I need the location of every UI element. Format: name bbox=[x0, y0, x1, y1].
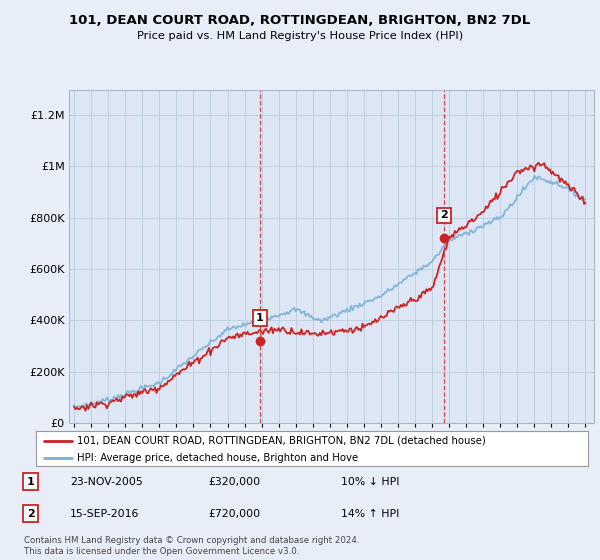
Text: 2: 2 bbox=[27, 509, 35, 519]
Text: HPI: Average price, detached house, Brighton and Hove: HPI: Average price, detached house, Brig… bbox=[77, 453, 359, 463]
Text: Price paid vs. HM Land Registry's House Price Index (HPI): Price paid vs. HM Land Registry's House … bbox=[137, 31, 463, 41]
Text: 2: 2 bbox=[440, 211, 448, 220]
Text: 14% ↑ HPI: 14% ↑ HPI bbox=[341, 509, 399, 519]
Text: 101, DEAN COURT ROAD, ROTTINGDEAN, BRIGHTON, BN2 7DL (detached house): 101, DEAN COURT ROAD, ROTTINGDEAN, BRIGH… bbox=[77, 436, 486, 446]
Text: £720,000: £720,000 bbox=[208, 509, 260, 519]
Text: Contains HM Land Registry data © Crown copyright and database right 2024.
This d: Contains HM Land Registry data © Crown c… bbox=[24, 536, 359, 556]
Text: 10% ↓ HPI: 10% ↓ HPI bbox=[341, 477, 399, 487]
Text: 1: 1 bbox=[256, 313, 264, 323]
Text: £320,000: £320,000 bbox=[208, 477, 260, 487]
Text: 23-NOV-2005: 23-NOV-2005 bbox=[70, 477, 143, 487]
Text: 101, DEAN COURT ROAD, ROTTINGDEAN, BRIGHTON, BN2 7DL: 101, DEAN COURT ROAD, ROTTINGDEAN, BRIGH… bbox=[70, 14, 530, 27]
Point bbox=[255, 337, 265, 346]
Point bbox=[439, 234, 449, 242]
Text: 15-SEP-2016: 15-SEP-2016 bbox=[70, 509, 139, 519]
Text: 1: 1 bbox=[27, 477, 35, 487]
